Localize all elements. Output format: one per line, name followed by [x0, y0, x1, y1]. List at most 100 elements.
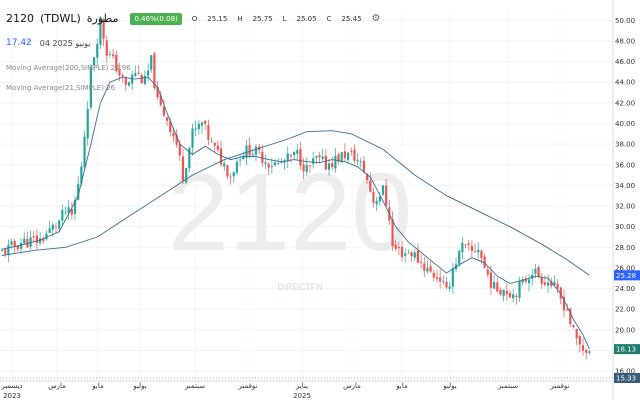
- year-label: 2025: [293, 392, 311, 400]
- chart-grid: [0, 10, 613, 378]
- candle-body: [477, 249, 480, 253]
- last-price: 17.42: [6, 38, 32, 48]
- x-tick-label: سبتمبر: [184, 382, 205, 390]
- candle-body: [293, 151, 296, 156]
- candle-body: [175, 134, 178, 145]
- candle-body: [10, 241, 13, 245]
- ma21-legend[interactable]: Moving Average(21,SIMPLE) 26: [6, 84, 115, 92]
- candle-body: [585, 350, 588, 353]
- candle-body: [527, 279, 531, 284]
- candle-body: [337, 154, 340, 162]
- candle-body: [134, 73, 137, 76]
- ohlc-open-key: O: [191, 14, 198, 23]
- ma200-legend[interactable]: Moving Average(200,SIMPLE) 24.96: [6, 64, 131, 72]
- candle-body: [280, 161, 283, 163]
- candle-body: [578, 336, 581, 345]
- ohlc-low-key: L: [282, 14, 287, 23]
- candle-body: [508, 293, 512, 298]
- price-axis-bg: [613, 0, 640, 400]
- candle-body: [331, 163, 334, 168]
- candle-body: [540, 277, 543, 284]
- candle-body: [378, 196, 381, 202]
- candle-body: [483, 256, 486, 268]
- candle-body: [159, 95, 162, 105]
- candle-body: [286, 153, 289, 162]
- candle-body: [80, 166, 83, 184]
- price-tag-ma200: [614, 270, 640, 281]
- price-tag-ma21: [614, 344, 640, 355]
- candle-body: [315, 156, 318, 158]
- y-tick-label: 50.00: [615, 17, 635, 25]
- ma200-value: 24.96: [110, 64, 131, 72]
- candle-body: [19, 242, 23, 249]
- y-tick-label: 40.00: [615, 120, 635, 128]
- x-tick-label: سبتمبر: [497, 382, 518, 390]
- y-tick-label: 20.00: [615, 326, 635, 334]
- candle-body: [400, 246, 404, 258]
- change-badge: 0.46%(0.08): [130, 12, 182, 25]
- candle-body: [191, 128, 194, 148]
- candle-body: [575, 329, 578, 339]
- candle-body: [232, 172, 235, 177]
- candle-body: [420, 261, 423, 263]
- candle-body: [112, 54, 115, 57]
- candle-body: [502, 289, 505, 297]
- candle-body: [372, 192, 375, 203]
- candle-body: [486, 269, 489, 275]
- candle-body: [448, 286, 451, 289]
- ohlc-high-value: 25.75: [252, 14, 273, 23]
- candle-body: [343, 151, 346, 159]
- ohlc-high-key: H: [237, 14, 243, 23]
- candle-body: [194, 128, 197, 130]
- y-tick-label: 38.00: [615, 141, 635, 149]
- candle-body: [178, 144, 181, 156]
- candle-body: [254, 146, 258, 155]
- candle-body: [83, 136, 86, 167]
- ma21-label: Moving Average(21,SIMPLE): [6, 84, 104, 92]
- candle-body: [219, 148, 223, 165]
- candle-body: [267, 164, 270, 168]
- candle-body: [553, 281, 556, 286]
- candle-body: [70, 208, 73, 215]
- candle-body: [242, 156, 245, 160]
- candle-body: [251, 154, 254, 156]
- candle-body: [302, 164, 305, 172]
- candle-body: [131, 74, 134, 84]
- candle-body: [226, 165, 229, 177]
- candle-body: [321, 156, 324, 160]
- candle-body: [312, 158, 315, 164]
- candle-body: [16, 245, 19, 249]
- candle-body: [308, 165, 312, 167]
- price-tag-label: 15.33: [616, 375, 636, 383]
- candle-body: [518, 281, 521, 298]
- candle-body: [245, 145, 248, 158]
- price-tags: 25.28 18.13 15.33: [614, 270, 640, 383]
- candle-body: [569, 308, 572, 324]
- candle-body: [239, 159, 242, 161]
- gear-icon[interactable]: ⚙: [371, 13, 381, 24]
- candle-body: [404, 253, 407, 256]
- candle-body: [375, 201, 378, 205]
- candle-body: [51, 224, 54, 230]
- candle-body: [556, 283, 559, 289]
- y-tick-label: 42.00: [615, 99, 635, 107]
- x-tick-label: مايو: [91, 382, 104, 390]
- candle-body: [105, 40, 108, 56]
- candle-body: [381, 185, 385, 195]
- candle-body: [359, 161, 362, 163]
- candle-body: [432, 272, 435, 278]
- candle-body: [188, 148, 191, 169]
- candle-body: [156, 86, 159, 98]
- x-tick-label: مارس: [48, 382, 66, 390]
- candle-body: [442, 281, 445, 283]
- candle-body: [166, 117, 169, 121]
- candle-body: [137, 72, 140, 74]
- candle-body: [543, 282, 547, 285]
- candle-body: [524, 278, 527, 282]
- y-tick-label: 34.00: [615, 182, 635, 190]
- candle-body: [124, 77, 127, 85]
- candle-body: [473, 251, 477, 253]
- candle-body: [102, 18, 105, 39]
- candle-body: [89, 67, 92, 108]
